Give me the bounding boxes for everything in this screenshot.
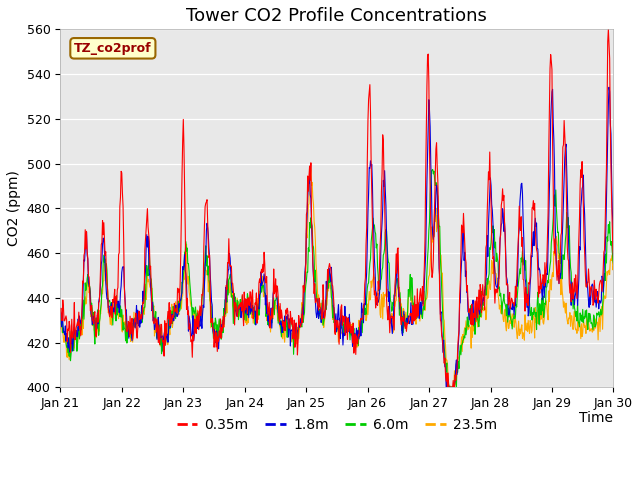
6.0m [56, 309, 64, 314]
Text: TZ_co2prof: TZ_co2prof [74, 42, 152, 55]
6.0m [444, 384, 451, 390]
1.8m [56, 308, 64, 313]
1.8m [76, 318, 84, 324]
6.0m [429, 167, 436, 172]
1.8m [605, 84, 613, 90]
23.5m [186, 300, 194, 305]
6.0m [287, 317, 295, 323]
Legend: 0.35m, 1.8m, 6.0m, 23.5m: 0.35m, 1.8m, 6.0m, 23.5m [171, 412, 502, 438]
X-axis label: Time: Time [579, 411, 614, 425]
Line: 0.35m: 0.35m [60, 29, 614, 387]
1.8m [370, 227, 378, 233]
23.5m [610, 263, 618, 269]
1.8m [443, 384, 451, 390]
23.5m [76, 325, 84, 331]
23.5m [258, 286, 266, 291]
0.35m [370, 276, 378, 282]
0.35m [444, 384, 451, 390]
0.35m [76, 324, 84, 330]
1.8m [287, 328, 295, 334]
0.35m [605, 26, 612, 32]
23.5m [371, 276, 378, 282]
0.35m [610, 255, 618, 261]
0.35m [287, 317, 295, 323]
6.0m [370, 223, 378, 229]
6.0m [504, 306, 512, 312]
Y-axis label: CO2 (ppm): CO2 (ppm) [7, 170, 21, 246]
0.35m [56, 310, 64, 316]
6.0m [76, 330, 84, 336]
Line: 23.5m: 23.5m [60, 166, 614, 387]
0.35m [186, 332, 194, 337]
1.8m [504, 284, 511, 290]
23.5m [56, 326, 64, 332]
6.0m [258, 289, 266, 295]
23.5m [287, 331, 295, 336]
23.5m [504, 325, 512, 331]
6.0m [186, 288, 194, 293]
Line: 6.0m: 6.0m [60, 169, 614, 387]
23.5m [307, 163, 314, 169]
1.8m [258, 283, 266, 288]
Title: Tower CO2 Profile Concentrations: Tower CO2 Profile Concentrations [186, 7, 487, 25]
0.35m [258, 266, 266, 272]
0.35m [504, 282, 511, 288]
6.0m [610, 261, 618, 266]
1.8m [186, 322, 194, 328]
1.8m [610, 252, 618, 258]
Line: 1.8m: 1.8m [60, 87, 614, 387]
23.5m [445, 384, 452, 390]
